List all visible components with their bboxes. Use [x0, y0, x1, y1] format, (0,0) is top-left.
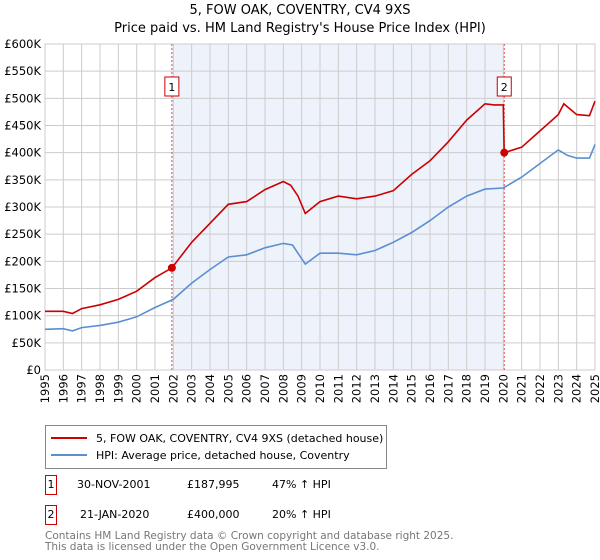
x-tick-label: 2023 — [551, 374, 565, 403]
transaction-price: £187,995 — [187, 478, 240, 491]
x-tick-label: 2011 — [331, 374, 345, 403]
transaction-price: £400,000 — [187, 508, 240, 521]
x-tick-label: 2007 — [258, 374, 272, 403]
chart-subtitle: Price paid vs. HM Land Registry's House … — [114, 21, 486, 36]
y-tick-label: £100K — [4, 309, 41, 323]
x-tick-label: 2002 — [166, 374, 180, 403]
x-tick-label: 2022 — [533, 374, 547, 403]
sale-point-marker — [500, 148, 509, 157]
x-tick-label: 2024 — [570, 374, 584, 403]
property-price-line — [45, 100, 596, 315]
y-tick-label: £50K — [12, 336, 42, 350]
x-tick-label: 2005 — [221, 374, 235, 403]
x-tick-label: 1999 — [111, 374, 125, 403]
legend-label-hpi: HPI: Average price, detached house, Cove… — [96, 448, 350, 462]
x-tick-label: 2000 — [130, 374, 144, 403]
legend-item-property: 5, FOW OAK, COVENTRY, CV4 9XS (detached … — [51, 430, 383, 446]
hpi-line — [44, 144, 596, 332]
transaction-hpi-change: 47% ↑ HPI — [272, 478, 331, 491]
x-tick-label: 1997 — [75, 374, 89, 403]
transaction-date: 21-JAN-2020 — [80, 508, 150, 521]
footer-copyright: Contains HM Land Registry data © Crown c… — [45, 530, 454, 542]
plot-frame — [44, 43, 596, 371]
transaction-badge: 2 — [45, 505, 57, 525]
y-tick-label: £450K — [4, 119, 41, 133]
y-tick-label: £250K — [4, 227, 41, 241]
transaction-hpi-change: 20% ↑ HPI — [272, 508, 331, 521]
x-tick-label: 1998 — [93, 374, 107, 403]
sale-label: 2 — [501, 81, 508, 94]
x-tick-label: 2006 — [240, 374, 254, 403]
sale-label: 1 — [168, 81, 175, 94]
x-tick-label: 2013 — [368, 374, 382, 403]
y-tick-label: £350K — [4, 173, 41, 187]
legend-item-hpi: HPI: Average price, detached house, Cove… — [51, 447, 350, 463]
x-tick-label: 2019 — [478, 374, 492, 403]
y-tick-label: £500K — [4, 91, 41, 105]
x-tick-label: 2001 — [148, 374, 162, 403]
x-tick-label: 1995 — [38, 374, 52, 403]
footer: Contains HM Land Registry data © Crown c… — [45, 531, 453, 553]
sale-label-box — [164, 76, 180, 97]
transaction-badge: 1 — [45, 475, 57, 495]
legend: 5, FOW OAK, COVENTRY, CV4 9XS (detached … — [45, 425, 387, 469]
sale-label-box — [496, 76, 512, 97]
x-tick-label: 2008 — [276, 374, 290, 403]
x-tick-label: 2003 — [185, 374, 199, 403]
y-tick-label: £0 — [26, 363, 41, 377]
y-tick-label: £300K — [4, 200, 41, 214]
footer-licence: This data is licensed under the Open Gov… — [45, 541, 380, 553]
x-tick-label: 2018 — [460, 374, 474, 403]
x-tick-label: 2016 — [423, 374, 437, 403]
y-tick-label: £600K — [4, 37, 41, 51]
x-tick-label: 2021 — [515, 374, 529, 403]
x-tick-label: 2009 — [295, 374, 309, 403]
y-tick-label: £550K — [4, 64, 41, 78]
x-tick-label: 2012 — [350, 374, 364, 403]
legend-label-property: 5, FOW OAK, COVENTRY, CV4 9XS (detached … — [96, 431, 384, 445]
chart-title: 5, FOW OAK, COVENTRY, CV4 9XS — [189, 3, 411, 18]
x-tick-label: 2020 — [496, 374, 510, 403]
x-tick-label: 2015 — [405, 374, 419, 403]
legend-swatch-property — [51, 437, 87, 439]
legend-swatch-hpi — [51, 454, 87, 456]
y-tick-label: £200K — [4, 254, 41, 268]
x-tick-label: 2025 — [588, 374, 600, 403]
price-chart: 1995 1996 1997 1998 1999 2000 2001 2002 2003 2004… — [4, 37, 600, 403]
y-tick-label: £150K — [4, 282, 41, 296]
y-tick-label: £400K — [4, 146, 41, 160]
x-tick-label: 2017 — [441, 374, 455, 403]
transaction-date: 30-NOV-2001 — [77, 478, 151, 491]
x-tick-label: 2014 — [386, 374, 400, 403]
sale-point-marker — [167, 263, 176, 272]
x-tick-label: 2004 — [203, 374, 217, 403]
x-tick-label: 1996 — [56, 374, 70, 403]
x-tick-label: 2010 — [313, 374, 327, 403]
